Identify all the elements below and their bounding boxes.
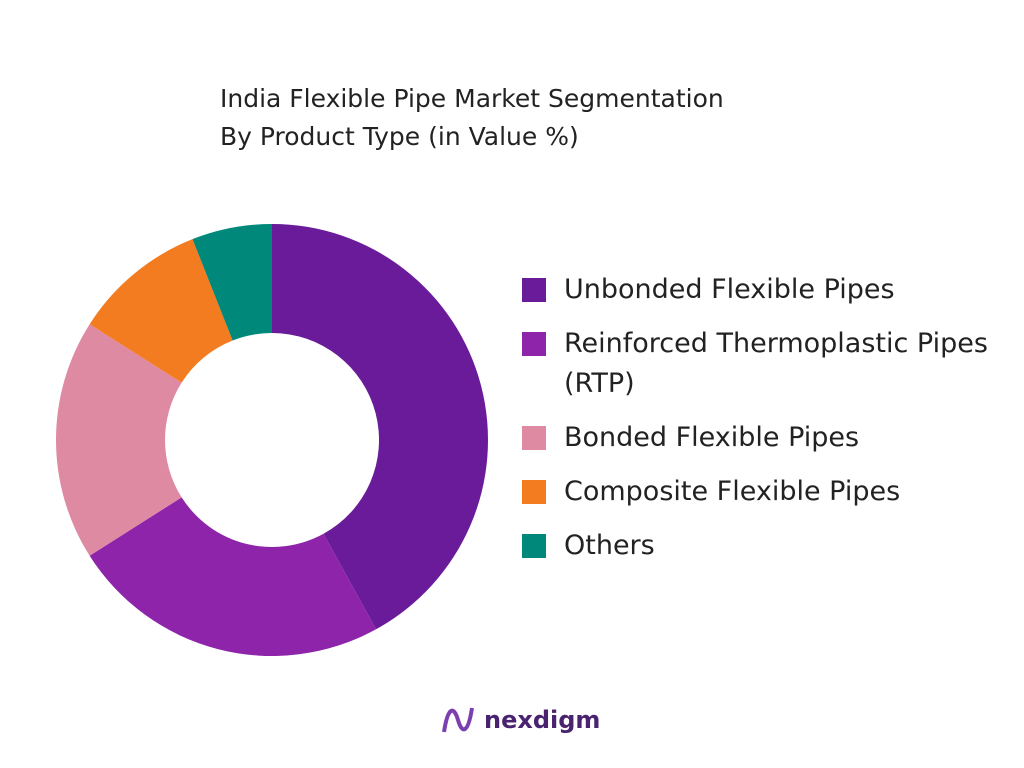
logo: nexdigm <box>440 702 600 738</box>
legend-label: Others <box>564 530 655 561</box>
donut-slice <box>89 497 377 656</box>
legend-swatch <box>522 480 546 504</box>
legend-swatch <box>522 278 546 302</box>
legend-label: Unbonded Flexible Pipes <box>564 274 895 305</box>
donut-slice <box>55 324 182 556</box>
legend-item: Bonded Flexible Pipes <box>522 418 992 458</box>
chart-subtitle: By Product Type (in Value %) <box>220 122 579 151</box>
legend-swatch <box>522 426 546 450</box>
chart <box>55 224 489 656</box>
legend-item: Composite Flexible Pipes <box>522 472 992 512</box>
legend-label: Reinforced Thermoplastic Pipes (RTP) <box>564 328 988 399</box>
legend-label: Composite Flexible Pipes <box>564 476 901 507</box>
legend-item: Reinforced Thermoplastic Pipes (RTP) <box>522 324 992 404</box>
logo-icon <box>442 707 474 733</box>
legend-swatch <box>522 332 546 356</box>
donut-slice <box>192 224 272 341</box>
legend-item: Others <box>522 526 992 566</box>
chart-title: India Flexible Pipe Market Segmentation <box>220 84 724 113</box>
legend-item: Unbonded Flexible Pipes <box>522 270 992 310</box>
legend: Unbonded Flexible Pipes Reinforced Thermo… <box>522 270 992 580</box>
logo-text: nexdigm <box>484 706 601 734</box>
legend-swatch <box>522 534 546 558</box>
donut-slice <box>89 239 233 383</box>
donut-slice <box>272 224 489 630</box>
legend-label: Bonded Flexible Pipes <box>564 422 860 453</box>
